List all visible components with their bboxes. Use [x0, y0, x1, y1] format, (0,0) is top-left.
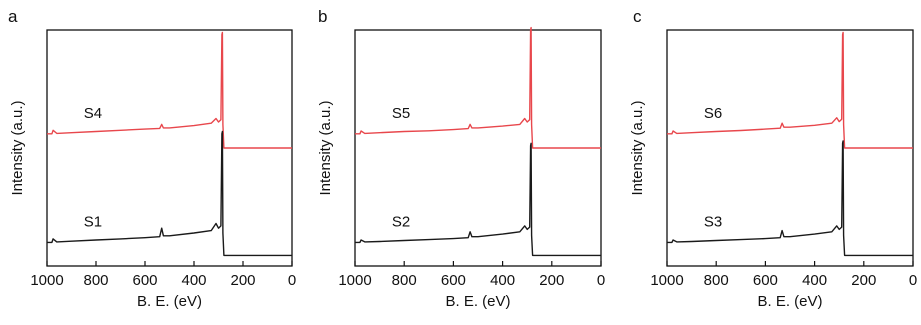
series-label-s2: S2: [392, 213, 410, 230]
series-line-s3: [667, 140, 913, 257]
panel-label: a: [8, 7, 18, 26]
panel-label: c: [633, 7, 642, 26]
panel-label: b: [318, 7, 327, 26]
y-axis-label: Intensity (a.u.): [317, 100, 334, 195]
x-tick-label: 400: [802, 272, 827, 289]
x-tick-label: 800: [704, 272, 729, 289]
series-line-s2: [355, 142, 601, 257]
x-tick-label: 200: [851, 272, 876, 289]
series-line-s6: [667, 31, 913, 149]
y-axis-label: Intensity (a.u.): [9, 100, 26, 195]
chart-panel-c: c 1000 800 600 400 200 0 B. E. (eV) Intensity (a…: [629, 7, 917, 310]
x-tick-label: 200: [230, 272, 255, 289]
series-label-s6: S6: [704, 105, 722, 122]
x-tick-label: 1000: [30, 272, 63, 289]
x-tick-label: 800: [83, 272, 108, 289]
x-tick-label: 800: [392, 272, 417, 289]
x-tick-label: 1000: [650, 272, 683, 289]
series-label-s4: S4: [84, 105, 102, 122]
x-tick-label: 0: [288, 272, 296, 289]
x-tick-label: 400: [181, 272, 206, 289]
series-line-s1: [47, 130, 292, 257]
series-label-s3: S3: [704, 213, 722, 230]
series-line-s5: [355, 26, 601, 149]
y-axis-label: Intensity (a.u.): [629, 100, 646, 195]
x-tick-label: 600: [441, 272, 466, 289]
series-label-s5: S5: [392, 105, 410, 122]
chart-panel-a: a 1000 800 600 400 200 0 B. E. (eV) Intensity (a…: [8, 7, 296, 310]
x-tick-label: 0: [909, 272, 917, 289]
x-axis-label: B. E. (eV): [757, 293, 822, 310]
x-axis-label: B. E. (eV): [137, 293, 202, 310]
series-line-s4: [47, 31, 292, 149]
series-label-s1: S1: [84, 213, 102, 230]
x-tick-label: 400: [490, 272, 515, 289]
chart-panel-b: b 1000 800 600 400 200 0 B. E. (eV) Intensity (a…: [317, 7, 605, 310]
x-tick-label: 600: [132, 272, 157, 289]
x-tick-label: 1000: [338, 272, 371, 289]
x-tick-label: 600: [753, 272, 778, 289]
x-tick-label: 200: [539, 272, 564, 289]
x-axis-label: B. E. (eV): [445, 293, 510, 310]
x-tick-label: 0: [597, 272, 605, 289]
